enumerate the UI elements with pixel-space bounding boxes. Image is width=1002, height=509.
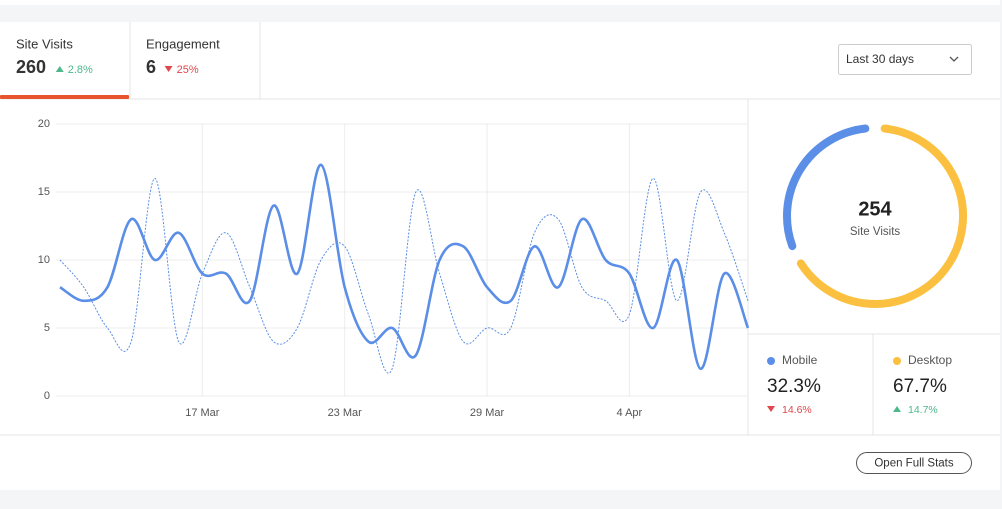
up-arrow xyxy=(893,406,901,412)
donut-total: 254 xyxy=(858,198,892,220)
chevron xyxy=(949,56,959,62)
segment-change: 14.6% xyxy=(782,404,812,416)
period-dropdown[interactable]: Last 30 days xyxy=(838,44,972,75)
segment-name: Mobile xyxy=(782,353,818,367)
down-arrow xyxy=(164,66,173,72)
y-tick-label: 5 xyxy=(44,322,50,334)
full-stats-button[interactable]: Open Full Stats xyxy=(856,452,972,474)
donut-segment xyxy=(783,124,870,251)
card xyxy=(0,22,1000,490)
tab-change: 2.8% xyxy=(68,64,93,76)
segment-value: 67.7% xyxy=(893,376,947,397)
active-tab-indicator xyxy=(0,95,129,99)
tab-label: Engagement xyxy=(146,36,220,51)
y-tick-label: 0 xyxy=(44,390,50,402)
segment-change: 14.7% xyxy=(908,404,938,416)
button-box[interactable] xyxy=(856,452,972,474)
down-arrow xyxy=(767,406,775,412)
series-line xyxy=(59,163,750,371)
y-tick-label: 10 xyxy=(38,254,50,266)
y-tick-label: 20 xyxy=(38,118,50,130)
dropdown-box[interactable] xyxy=(838,44,972,75)
legend-dot xyxy=(767,357,775,365)
x-tick-label: 4 Apr xyxy=(617,407,643,419)
legend-dot xyxy=(893,357,901,365)
series-line xyxy=(59,177,749,374)
x-tick-label: 23 Mar xyxy=(328,407,363,419)
donut-segment xyxy=(796,124,967,308)
segment-name: Desktop xyxy=(908,353,952,367)
x-tick-label: 29 Mar xyxy=(470,407,505,419)
tab-value: 6 xyxy=(146,57,156,77)
y-tick-label: 15 xyxy=(38,186,50,198)
donut-label: Site Visits xyxy=(850,226,901,238)
top-card xyxy=(0,0,1000,5)
x-tick-label: 17 Mar xyxy=(185,407,220,419)
button-label: Open Full Stats xyxy=(874,458,954,470)
tab-change: 25% xyxy=(177,64,199,76)
up-arrow xyxy=(55,66,64,72)
segment-value: 32.3% xyxy=(767,376,821,397)
dropdown-label: Last 30 days xyxy=(846,52,914,66)
tab-label: Site Visits xyxy=(16,36,73,51)
tab-value: 260 xyxy=(16,57,46,77)
